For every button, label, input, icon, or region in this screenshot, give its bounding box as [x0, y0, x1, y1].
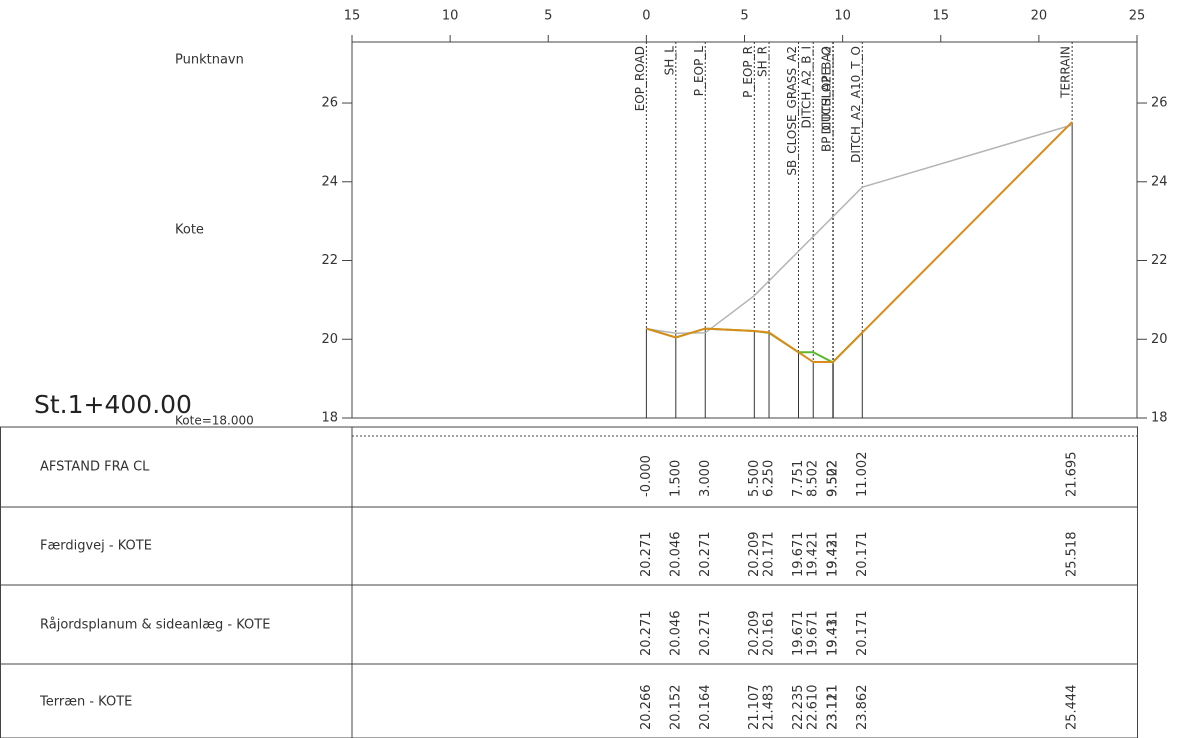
value-label: 20.046	[668, 611, 683, 657]
value-label: 19.431	[826, 532, 841, 578]
x-tick-label: 10	[442, 9, 459, 24]
value-label: 23.111	[825, 685, 840, 731]
y-tick-label: 26	[1151, 96, 1168, 111]
value-label: 20.046	[668, 532, 683, 578]
offset-label: 3.000	[698, 460, 713, 497]
row-label: Råjordsplanum & sideanlæg - KOTE	[40, 618, 270, 633]
x-tick-label: 20	[1031, 9, 1048, 24]
x-tick-label: 15	[932, 9, 949, 24]
value-label: 23.121	[826, 685, 841, 731]
point-name: EOP_ROAD	[633, 46, 647, 111]
value-label: 19.411	[825, 611, 840, 657]
point-name: P_EOP_R	[741, 46, 755, 98]
value-label: 20.209	[747, 611, 762, 657]
point-name: SB_CLOSE_GRASS_A2	[785, 46, 799, 176]
value-label: 20.271	[639, 611, 654, 657]
value-label: 20.171	[855, 611, 870, 657]
value-label: 19.671	[791, 611, 806, 657]
station: St.1+400.00	[34, 390, 192, 419]
point-name: DITCH_A2_B_I	[800, 46, 814, 128]
offset-label: 9.522	[826, 460, 841, 497]
value-label: 20.271	[698, 611, 713, 657]
row-label: AFSTAND FRA CL	[40, 460, 150, 475]
value-label: 19.671	[806, 611, 821, 657]
value-label: 21.107	[747, 685, 762, 731]
value-label: 22.610	[806, 685, 821, 731]
y-tick-label: 26	[321, 96, 338, 111]
point-name: BP_CUTSLOPE_A2	[819, 46, 833, 152]
profile-line	[646, 124, 1073, 335]
offset-label: -0.000	[639, 455, 654, 497]
x-tick-label: 5	[740, 9, 748, 24]
point-name: DITCH_A2_B_O	[820, 46, 834, 134]
value-label: 25.444	[1065, 685, 1080, 731]
row-label: Terræn - KOTE	[39, 695, 132, 710]
y-tick-label: 22	[1151, 253, 1168, 268]
y-tick-label: 20	[321, 332, 338, 347]
y-label: Kote	[175, 223, 204, 238]
value-label: 20.171	[855, 532, 870, 578]
profile-line	[646, 121, 1073, 364]
offset-label: 11.002	[855, 452, 870, 498]
point-name: DITCH_A2_A10_T_O	[849, 46, 863, 163]
y-tick-label: 18	[321, 411, 338, 426]
offset-label: 21.695	[1065, 452, 1080, 498]
offset-label: 7.751	[791, 460, 806, 497]
offset-label: 9.502	[825, 460, 840, 497]
x-tick-label: 0	[642, 9, 650, 24]
y-tick-label: 18	[1151, 411, 1168, 426]
table-frame	[0, 426, 1138, 738]
value-label: 20.164	[698, 685, 713, 731]
y-tick-label: 22	[321, 253, 338, 268]
value-label: 20.271	[698, 532, 713, 578]
point-name: P_EOP_L	[692, 46, 706, 97]
x-tick-label: 15	[344, 9, 361, 24]
value-label: 20.271	[639, 532, 654, 578]
x-tick-label: 10	[834, 9, 851, 24]
value-label: 20.209	[747, 532, 762, 578]
value-label: 19.671	[791, 532, 806, 578]
value-label: 19.421	[825, 532, 840, 578]
value-label: 25.518	[1065, 532, 1080, 578]
y-tick-label: 20	[1151, 332, 1168, 347]
offset-label: 8.502	[806, 460, 821, 497]
value-label: 23.862	[855, 685, 870, 731]
value-label: 19.431	[826, 611, 841, 657]
datum-label: Kote=18.000	[175, 414, 254, 428]
offset-label: 5.500	[747, 460, 762, 497]
value-label: 21.483	[762, 685, 777, 731]
value-label: 20.161	[762, 611, 777, 657]
value-label: 20.152	[668, 685, 683, 731]
y-tick-label: 24	[1151, 174, 1168, 189]
point-name: SH_R	[756, 46, 770, 77]
point-name-label: Punktnavn	[175, 53, 244, 68]
offset-label: 1.500	[668, 460, 683, 497]
point-name: SH_L	[662, 46, 676, 76]
x-tick-label: 5	[544, 9, 552, 24]
offset-label: 6.250	[762, 460, 777, 497]
value-label: 20.171	[762, 532, 777, 578]
row-label: Færdigvej - KOTE	[40, 539, 152, 554]
value-label: 19.421	[806, 532, 821, 578]
x-tick-label: 25	[1129, 9, 1146, 24]
y-tick-label: 24	[321, 174, 338, 189]
point-name: TERRAIN	[1059, 46, 1073, 99]
value-label: 22.235	[791, 685, 806, 731]
value-label: 20.266	[639, 685, 654, 731]
